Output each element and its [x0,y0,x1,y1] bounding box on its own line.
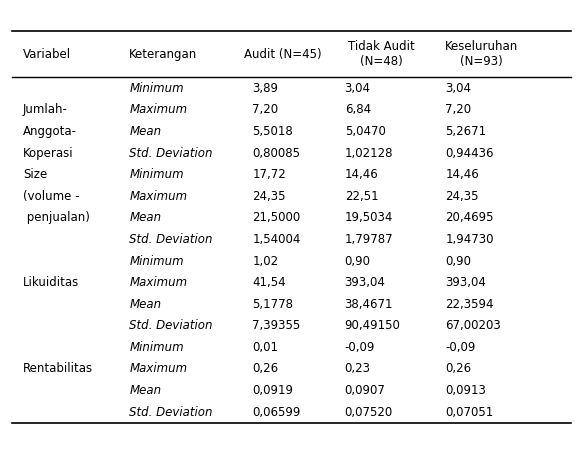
Text: Variabel: Variabel [23,48,71,61]
Text: 21,5000: 21,5000 [252,211,301,224]
Text: 0,23: 0,23 [345,363,371,375]
Text: 0,26: 0,26 [252,363,279,375]
Text: 14,46: 14,46 [445,168,479,181]
Text: 5,1778: 5,1778 [252,298,293,311]
Text: 0,80085: 0,80085 [252,146,300,160]
Text: 0,07051: 0,07051 [445,406,494,419]
Text: 90,49150: 90,49150 [345,319,401,332]
Text: 393,04: 393,04 [345,276,385,289]
Text: Maximum: Maximum [129,103,187,117]
Text: Jumlah-: Jumlah- [23,103,68,117]
Text: 6,84: 6,84 [345,103,371,117]
Text: 0,01: 0,01 [252,341,278,354]
Text: 0,0913: 0,0913 [445,384,486,397]
Text: 22,51: 22,51 [345,190,378,203]
Text: -0,09: -0,09 [345,341,375,354]
Text: Minimum: Minimum [129,82,184,95]
Text: 3,04: 3,04 [445,82,472,95]
Text: Maximum: Maximum [129,190,187,203]
Text: 3,04: 3,04 [345,82,371,95]
Text: Likuiditas: Likuiditas [23,276,79,289]
Text: Audit (N=45): Audit (N=45) [244,48,322,61]
Text: 24,35: 24,35 [445,190,479,203]
Text: 5,5018: 5,5018 [252,125,293,138]
Text: Mean: Mean [129,298,161,311]
Text: Std. Deviation: Std. Deviation [129,233,213,246]
Text: 5,2671: 5,2671 [445,125,487,138]
Text: 0,0919: 0,0919 [252,384,293,397]
Text: Koperasi: Koperasi [23,146,73,160]
Text: Keseluruhan
(N=93): Keseluruhan (N=93) [445,40,518,68]
Text: 41,54: 41,54 [252,276,286,289]
Text: 1,02: 1,02 [252,254,279,268]
Text: Std. Deviation: Std. Deviation [129,406,213,419]
Text: Keterangan: Keterangan [129,48,198,61]
Text: 0,07520: 0,07520 [345,406,393,419]
Text: Mean: Mean [129,211,161,224]
Text: 22,3594: 22,3594 [445,298,494,311]
Text: 1,79787: 1,79787 [345,233,394,246]
Text: 7,20: 7,20 [445,103,472,117]
Text: 19,5034: 19,5034 [345,211,393,224]
Text: Minimum: Minimum [129,254,184,268]
Text: 67,00203: 67,00203 [445,319,501,332]
Text: 0,26: 0,26 [445,363,472,375]
Text: 1,54004: 1,54004 [252,233,301,246]
Text: Tidak Audit
(N=48): Tidak Audit (N=48) [347,40,415,68]
Text: 7,39355: 7,39355 [252,319,301,332]
Text: 14,46: 14,46 [345,168,378,181]
Text: Minimum: Minimum [129,168,184,181]
Text: Minimum: Minimum [129,341,184,354]
Text: Std. Deviation: Std. Deviation [129,146,213,160]
Text: -0,09: -0,09 [445,341,476,354]
Text: 7,20: 7,20 [252,103,279,117]
Text: 24,35: 24,35 [252,190,286,203]
Text: Rentabilitas: Rentabilitas [23,363,93,375]
Text: 5,0470: 5,0470 [345,125,385,138]
Text: Maximum: Maximum [129,276,187,289]
Text: penjualan): penjualan) [23,211,90,224]
Text: 0,90: 0,90 [445,254,472,268]
Text: 393,04: 393,04 [445,276,486,289]
Text: 1,94730: 1,94730 [445,233,494,246]
Text: 20,4695: 20,4695 [445,211,494,224]
Text: Anggota-: Anggota- [23,125,77,138]
Text: 0,94436: 0,94436 [445,146,494,160]
Text: 0,0907: 0,0907 [345,384,385,397]
Text: Size: Size [23,168,47,181]
Text: 38,4671: 38,4671 [345,298,393,311]
Text: Mean: Mean [129,384,161,397]
Text: 0,90: 0,90 [345,254,371,268]
Text: 0,06599: 0,06599 [252,406,301,419]
Text: 3,89: 3,89 [252,82,278,95]
Text: 17,72: 17,72 [252,168,286,181]
Text: (volume -: (volume - [23,190,79,203]
Text: 1,02128: 1,02128 [345,146,393,160]
Text: Std. Deviation: Std. Deviation [129,319,213,332]
Text: Maximum: Maximum [129,363,187,375]
Text: Mean: Mean [129,125,161,138]
